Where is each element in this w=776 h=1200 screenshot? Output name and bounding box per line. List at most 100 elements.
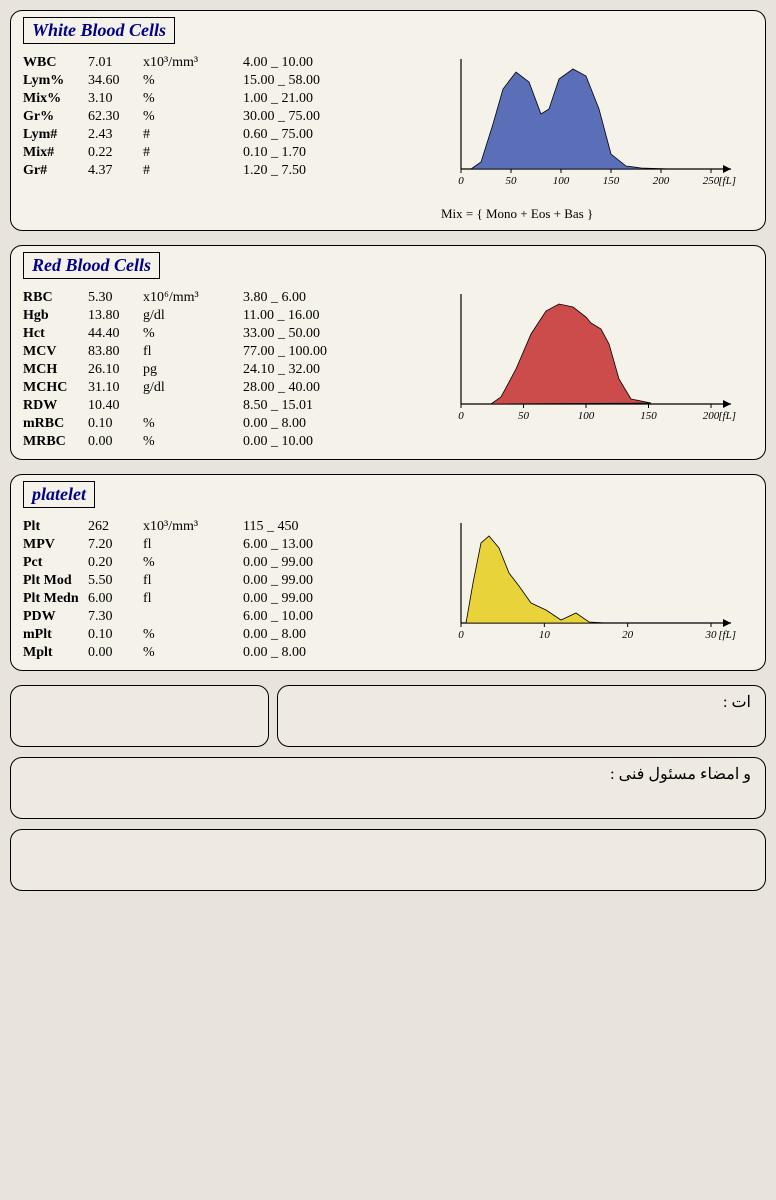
plt-row-value: 7.20: [88, 536, 143, 554]
rbc-row-value: 44.40: [88, 325, 143, 343]
svg-text:50: 50: [506, 175, 518, 187]
rbc-row-unit: pg: [143, 361, 223, 379]
footer-box-1-right: ات :: [277, 685, 766, 747]
svg-text:0: 0: [458, 175, 464, 187]
rbc-row-unit: fl: [143, 343, 223, 361]
plt-panel: platelet PltMPVPctPlt ModPlt MednPDWmPlt…: [10, 474, 766, 671]
plt-row-name: mPlt: [23, 626, 88, 644]
plt-row-unit: fl: [143, 572, 223, 590]
wbc-row-name: WBC: [23, 54, 88, 72]
svg-text:[fL]: [fL]: [718, 410, 736, 422]
footer-text-1: ات :: [723, 692, 751, 712]
plt-table: PltMPVPctPlt ModPlt MednPDWmPltMplt 2627…: [23, 518, 433, 662]
wbc-row-unit: %: [143, 90, 223, 108]
wbc-row-value: 7.01: [88, 54, 143, 72]
rbc-row-value: 10.40: [88, 397, 143, 415]
plt-row-name: MPV: [23, 536, 88, 554]
rbc-row-name: Hgb: [23, 307, 88, 325]
rbc-row-name: RBC: [23, 289, 88, 307]
rbc-table: RBCHgbHctMCVMCHMCHCRDWmRBCMRBC 5.3013.80…: [23, 289, 433, 451]
rbc-row-unit: g/dl: [143, 307, 223, 325]
plt-row-range: 0.00 _ 8.00: [243, 626, 363, 644]
rbc-row-value: 83.80: [88, 343, 143, 361]
plt-row-value: 0.00: [88, 644, 143, 662]
wbc-title: White Blood Cells: [23, 17, 175, 44]
rbc-row-range: 3.80 _ 6.00: [243, 289, 363, 307]
plt-title: platelet: [23, 481, 95, 508]
plt-row-unit: x10³/mm³: [143, 518, 223, 536]
plt-row-range: 6.00 _ 13.00: [243, 536, 363, 554]
plt-row-unit: %: [143, 626, 223, 644]
rbc-row-range: 8.50 _ 15.01: [243, 397, 363, 415]
wbc-row-range: 0.10 _ 1.70: [243, 144, 363, 162]
wbc-row-range: 0.60 _ 75.00: [243, 126, 363, 144]
svg-text:30: 30: [705, 629, 718, 641]
svg-text:100: 100: [578, 410, 595, 422]
rbc-row-range: 77.00 _ 100.00: [243, 343, 363, 361]
plt-row-range: 0.00 _ 99.00: [243, 590, 363, 608]
wbc-row-name: Gr#: [23, 162, 88, 180]
rbc-row-name: MRBC: [23, 433, 88, 451]
svg-text:100: 100: [553, 175, 570, 187]
rbc-row-value: 31.10: [88, 379, 143, 397]
plt-row-range: 0.00 _ 99.00: [243, 572, 363, 590]
wbc-chart-caption: Mix = { Mono + Eos + Bas }: [441, 206, 753, 222]
wbc-row-unit: #: [143, 126, 223, 144]
wbc-row-value: 62.30: [88, 108, 143, 126]
wbc-row-unit: x10³/mm³: [143, 54, 223, 72]
rbc-row-value: 0.00: [88, 433, 143, 451]
footer-box-3: [10, 829, 766, 891]
svg-text:10: 10: [539, 629, 551, 641]
rbc-row-unit: %: [143, 433, 223, 451]
rbc-row-range: 28.00 _ 40.00: [243, 379, 363, 397]
wbc-row-range: 15.00 _ 58.00: [243, 72, 363, 90]
footer-text-2: و امضاء مسئول فنی :: [610, 764, 751, 784]
plt-row-name: Pct: [23, 554, 88, 572]
wbc-row-unit: #: [143, 162, 223, 180]
wbc-row-name: Gr%: [23, 108, 88, 126]
rbc-row-unit: x10⁶/mm³: [143, 289, 223, 307]
rbc-row-range: 0.00 _ 8.00: [243, 415, 363, 433]
rbc-row-name: Hct: [23, 325, 88, 343]
plt-row-range: 0.00 _ 8.00: [243, 644, 363, 662]
plt-row-value: 0.20: [88, 554, 143, 572]
plt-row-unit: fl: [143, 536, 223, 554]
rbc-row-range: 33.00 _ 50.00: [243, 325, 363, 343]
wbc-row-name: Lym#: [23, 126, 88, 144]
wbc-row-unit: %: [143, 72, 223, 90]
rbc-row-unit: %: [143, 415, 223, 433]
svg-text:20: 20: [622, 629, 634, 641]
rbc-row-name: MCH: [23, 361, 88, 379]
svg-text:150: 150: [603, 175, 620, 187]
svg-text:200: 200: [653, 175, 670, 187]
rbc-row-name: MCHC: [23, 379, 88, 397]
plt-row-unit: [143, 608, 223, 626]
wbc-chart: 0 50 100 150 200 250[fL] Mix = { Mono + Eos +…: [433, 54, 753, 222]
rbc-chart: 050100150200[fL]: [433, 289, 753, 437]
rbc-row-range: 24.10 _ 32.00: [243, 361, 363, 379]
plt-row-value: 7.30: [88, 608, 143, 626]
rbc-row-name: MCV: [23, 343, 88, 361]
svg-text:200: 200: [703, 410, 720, 422]
rbc-row-value: 0.10: [88, 415, 143, 433]
plt-row-value: 6.00: [88, 590, 143, 608]
plt-row-unit: %: [143, 554, 223, 572]
wbc-row-value: 34.60: [88, 72, 143, 90]
wbc-row-name: Mix%: [23, 90, 88, 108]
plt-row-range: 6.00 _ 10.00: [243, 608, 363, 626]
svg-text:150: 150: [640, 410, 657, 422]
svg-text:250: 250: [703, 175, 720, 187]
svg-text:[fL]: [fL]: [718, 175, 736, 187]
wbc-row-value: 0.22: [88, 144, 143, 162]
svg-text:[fL]: [fL]: [718, 629, 736, 641]
rbc-row-range: 11.00 _ 16.00: [243, 307, 363, 325]
plt-row-name: Plt: [23, 518, 88, 536]
wbc-panel: White Blood Cells WBCLym%Mix%Gr%Lym#Mix#…: [10, 10, 766, 231]
footer-row-1: ات :: [10, 685, 766, 747]
wbc-row-range: 1.20 _ 7.50: [243, 162, 363, 180]
footer-box-2: و امضاء مسئول فنی :: [10, 757, 766, 819]
rbc-row-unit: g/dl: [143, 379, 223, 397]
wbc-row-name: Lym%: [23, 72, 88, 90]
svg-text:50: 50: [518, 410, 530, 422]
wbc-table: WBCLym%Mix%Gr%Lym#Mix#Gr# 7.0134.603.106…: [23, 54, 433, 180]
